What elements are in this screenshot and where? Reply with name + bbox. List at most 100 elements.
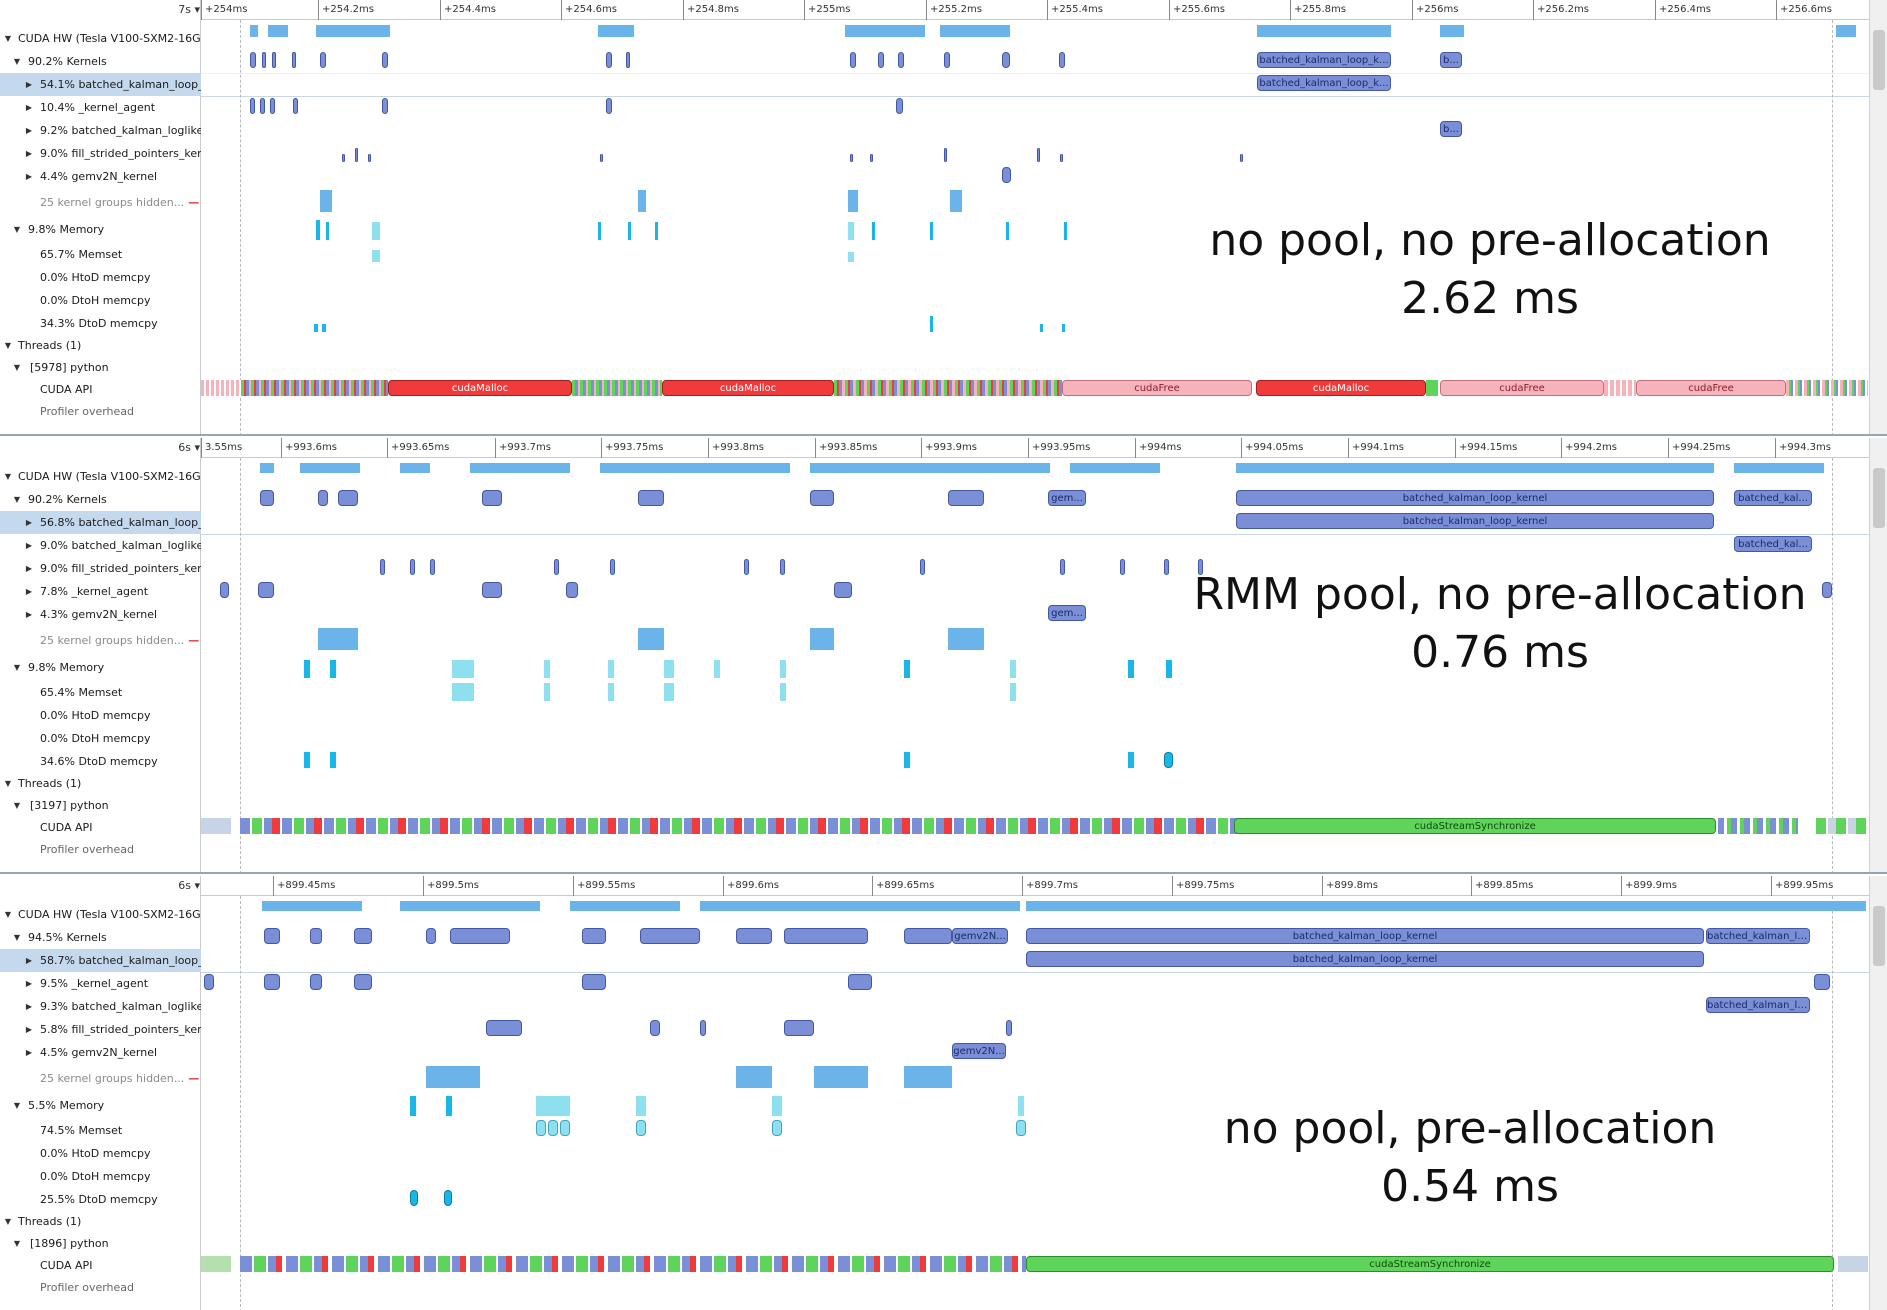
kernel-block-labeled[interactable]: batched_kalman_lo... [1706,928,1810,944]
kernel-block[interactable] [1059,52,1065,68]
row-cuda-api[interactable]: CUDA API [40,821,93,834]
row-cuda-hw[interactable]: ▼CUDA HW (Tesla V100-SXM2-16GB - 0 [4,32,201,45]
row-kernels[interactable]: ▼ 90.2% Kernels [13,493,107,506]
kernel-block[interactable] [650,1020,660,1036]
kernel-block[interactable] [430,559,435,575]
kernel-block[interactable] [834,582,852,598]
kernel-block[interactable] [260,490,274,506]
zoom-selector[interactable]: 7s ▾ [178,3,200,16]
row-profiler[interactable]: Profiler overhead [40,1281,135,1294]
kernel-block[interactable] [354,974,372,990]
row-cuda-hw[interactable]: ▼CUDA HW (Tesla V100-SXM2-16GB - 0 [4,470,201,483]
kernel-block[interactable] [744,559,749,575]
api-call-cudafree[interactable]: cudaFree [1062,380,1252,396]
kernel-block[interactable] [582,928,606,944]
kernel-block[interactable] [220,582,229,598]
kernel-block[interactable] [258,582,274,598]
kernel-block-labeled[interactable]: gem... [1048,605,1086,621]
vertical-scrollbar[interactable] [1869,876,1887,1310]
row-threads[interactable]: ▼ Threads (1) [4,1215,82,1228]
kernel-block-labeled[interactable]: gemv2N... [952,928,1008,944]
row-memory[interactable]: ▼ 5.5% Memory [13,1099,105,1112]
kernel-block[interactable] [310,974,322,990]
row-kernels[interactable]: ▼ 94.5% Kernels [13,931,107,944]
kernel-block[interactable] [250,52,256,68]
kernel-block-labeled[interactable]: batched_kalman_loop_k... [1257,75,1391,91]
row-dtoh[interactable]: 0.0% DtoH memcpy [40,294,151,307]
kernel-block[interactable] [600,154,603,162]
api-call-cudamalloc[interactable]: cudaMalloc [388,380,572,396]
row-memset[interactable]: 65.7% Memset [40,248,123,261]
kernel-block[interactable] [944,52,950,68]
kernel-block-labeled[interactable]: gem... [1048,490,1086,506]
row-python[interactable]: ▼ [5978] python [13,361,109,374]
api-call-cudamalloc[interactable]: cudaMalloc [1256,380,1426,396]
row-cuda-api[interactable]: CUDA API [40,383,93,396]
row-cuda-hw[interactable]: ▼CUDA HW (Tesla V100-SXM2-16GB - 0 [4,908,201,921]
row-dtod[interactable]: 34.3% DtoD memcpy [40,317,158,330]
vertical-scrollbar[interactable] [1869,0,1887,434]
row-htod[interactable]: 0.0% HtoD memcpy [40,709,151,722]
kernel-block[interactable] [264,974,280,990]
kernel-block[interactable] [870,154,873,162]
row-kernel-3[interactable]: ▶ 9.0% fill_strided_pointers_kernel [25,562,201,575]
kernel-block[interactable] [1002,167,1011,183]
api-call-cudastreamsynchronize[interactable]: cudaStreamSynchronize [1234,818,1716,834]
api-call-cudafree[interactable]: cudaFree [1440,380,1604,396]
row-memset[interactable]: 74.5% Memset [40,1124,123,1137]
kernel-block-labeled[interactable]: batched_kalman_lo... [1706,997,1810,1013]
kernel-block[interactable] [898,52,904,68]
collapse-icon[interactable]: — [188,196,200,209]
kernel-block-labeled[interactable]: gemv2N... [952,1043,1006,1059]
row-kernel-2[interactable]: ▶ 10.4% _kernel_agent [25,101,156,114]
kernel-block[interactable] [486,1020,522,1036]
kernel-block[interactable] [1002,52,1010,68]
zoom-selector[interactable]: 6s ▾ [178,441,200,454]
kernel-block[interactable] [338,490,358,506]
kernel-block[interactable] [896,98,903,114]
kernel-block[interactable] [810,490,834,506]
kernel-block[interactable] [640,928,700,944]
row-dtod[interactable]: 34.6% DtoD memcpy [40,755,158,768]
kernel-block[interactable] [1120,559,1125,575]
kernel-block[interactable] [272,52,276,68]
kernel-block[interactable] [320,52,326,68]
row-memory[interactable]: ▼ 9.8% Memory [13,223,105,236]
kernel-block[interactable] [554,559,559,575]
kernel-block[interactable] [410,559,415,575]
kernel-block[interactable] [426,928,436,944]
scroll-thumb[interactable] [1873,30,1885,90]
kernel-block[interactable] [293,98,298,114]
kernel-block[interactable] [606,52,612,68]
row-threads[interactable]: ▼ Threads (1) [4,339,82,352]
kernel-block[interactable] [736,928,772,944]
kernel-block-labeled[interactable]: batched_kalman_loop_kernel [1236,513,1714,529]
kernel-block[interactable] [610,559,615,575]
kernel-block[interactable] [355,148,358,162]
kernel-block-labeled[interactable]: batched_kal... [1734,490,1812,506]
row-kernel-3[interactable]: ▶9.3% batched_kalman_loglike_kernel [25,1000,201,1013]
kernel-block[interactable] [948,490,984,506]
kernel-block[interactable] [1006,1020,1012,1036]
kernel-block[interactable] [700,1020,706,1036]
kernel-block[interactable] [848,974,872,990]
kernel-block-labeled[interactable]: b... [1440,52,1462,68]
row-kernel-5[interactable]: ▶ 4.3% gemv2N_kernel [25,608,158,621]
kernel-block[interactable] [368,154,371,162]
row-kernel-4[interactable]: ▶ 7.8% _kernel_agent [25,585,149,598]
row-profiler[interactable]: Profiler overhead [40,405,135,418]
time-ruler[interactable]: +899.45ms +899.5ms +899.55ms +899.6ms +8… [201,876,1869,896]
kernel-block[interactable] [264,928,280,944]
kernel-block[interactable] [450,928,510,944]
kernel-block[interactable] [878,52,884,68]
row-kernel-1[interactable]: ▶54.1% batched_kalman_loop_kernel [0,73,201,96]
collapse-icon[interactable]: — [188,634,200,647]
row-kernel-2[interactable]: ▶ 9.5% _kernel_agent [25,977,149,990]
kernel-block[interactable] [310,928,322,944]
kernel-block-labeled[interactable]: batched_kalman_loop_k... [1257,52,1391,68]
kernel-block[interactable] [784,1020,814,1036]
row-cuda-api[interactable]: CUDA API [40,1259,93,1272]
kernel-block[interactable] [204,974,214,990]
time-ruler[interactable]: 3.55ms +993.6ms +993.65ms +993.7ms +993.… [201,438,1869,458]
kernel-block-labeled[interactable]: b... [1440,121,1462,137]
